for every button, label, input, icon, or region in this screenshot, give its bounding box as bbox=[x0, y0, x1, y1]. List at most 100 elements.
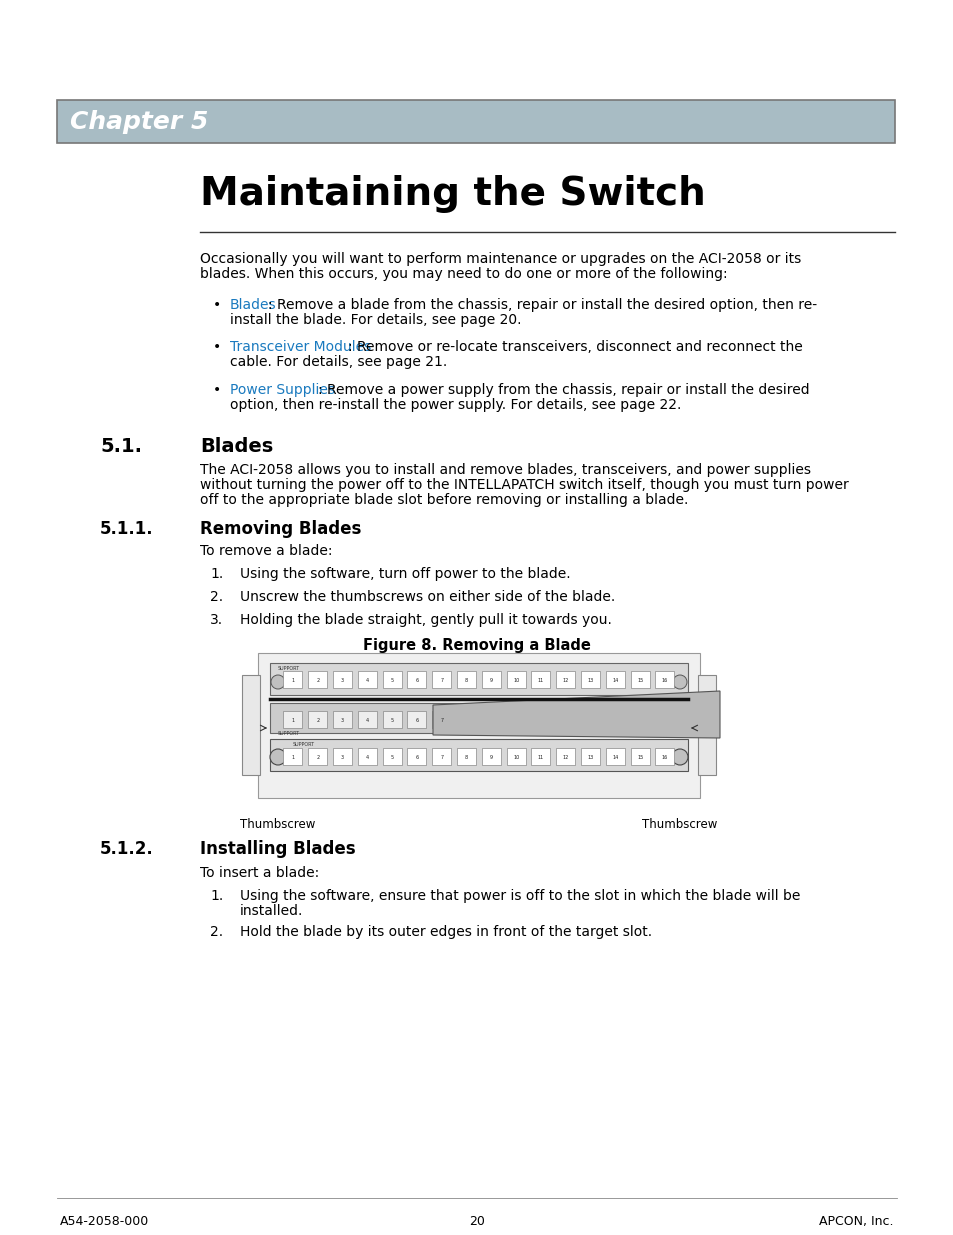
Text: To insert a blade:: To insert a blade: bbox=[200, 866, 319, 881]
Text: 3: 3 bbox=[340, 718, 344, 722]
Text: 15: 15 bbox=[637, 678, 642, 683]
Bar bbox=[456, 748, 476, 764]
Circle shape bbox=[671, 748, 687, 764]
Text: 14: 14 bbox=[612, 678, 618, 683]
Text: : Remove or re-locate transceivers, disconnect and reconnect the: : Remove or re-locate transceivers, disc… bbox=[348, 340, 801, 354]
Text: install the blade. For details, see page 20.: install the blade. For details, see page… bbox=[230, 312, 521, 327]
Bar bbox=[333, 711, 352, 727]
Bar bbox=[432, 748, 451, 764]
Text: •: • bbox=[213, 383, 221, 396]
Text: Maintaining the Switch: Maintaining the Switch bbox=[200, 175, 705, 212]
Text: 20: 20 bbox=[469, 1215, 484, 1228]
Text: Using the software, turn off power to the blade.: Using the software, turn off power to th… bbox=[240, 567, 570, 580]
Bar bbox=[407, 711, 426, 727]
Bar bbox=[270, 663, 687, 695]
Text: •: • bbox=[213, 340, 221, 354]
Bar bbox=[580, 748, 599, 764]
Text: Transceiver Modules: Transceiver Modules bbox=[230, 340, 371, 354]
Text: •: • bbox=[213, 298, 221, 312]
Bar bbox=[382, 748, 401, 764]
Text: 5.1.: 5.1. bbox=[100, 437, 142, 456]
Text: Unscrew the thumbscrews on either side of the blade.: Unscrew the thumbscrews on either side o… bbox=[240, 590, 615, 604]
Text: Chapter 5: Chapter 5 bbox=[70, 110, 208, 133]
Bar bbox=[407, 671, 426, 688]
Bar bbox=[57, 100, 894, 143]
Bar bbox=[270, 739, 687, 771]
Text: 4: 4 bbox=[365, 678, 369, 683]
Text: 1.: 1. bbox=[210, 567, 223, 580]
Circle shape bbox=[672, 676, 686, 689]
Text: 9: 9 bbox=[490, 678, 493, 683]
Bar bbox=[506, 748, 525, 764]
Text: 7: 7 bbox=[439, 678, 443, 683]
Bar bbox=[481, 748, 500, 764]
Bar bbox=[580, 671, 599, 688]
Text: Power Supplies: Power Supplies bbox=[230, 383, 335, 396]
Bar bbox=[257, 653, 700, 798]
Bar bbox=[283, 671, 302, 688]
Bar bbox=[357, 711, 376, 727]
Text: 11: 11 bbox=[537, 678, 543, 683]
Text: Thumbscrew: Thumbscrew bbox=[641, 818, 717, 831]
Bar bbox=[556, 748, 575, 764]
Text: SUPPORT: SUPPORT bbox=[277, 666, 300, 671]
Bar bbox=[283, 748, 302, 764]
Text: 1.: 1. bbox=[210, 889, 223, 903]
Text: 2.: 2. bbox=[210, 925, 223, 939]
Bar bbox=[333, 748, 352, 764]
Text: 3: 3 bbox=[340, 678, 344, 683]
Text: 13: 13 bbox=[587, 678, 593, 683]
Bar bbox=[357, 748, 376, 764]
Circle shape bbox=[271, 676, 285, 689]
Bar bbox=[432, 711, 451, 727]
Text: 8: 8 bbox=[464, 755, 468, 760]
Text: 16: 16 bbox=[661, 755, 667, 760]
Text: 2: 2 bbox=[315, 678, 319, 683]
Text: cable. For details, see page 21.: cable. For details, see page 21. bbox=[230, 354, 447, 369]
Text: 3.: 3. bbox=[210, 613, 223, 627]
Bar bbox=[605, 671, 624, 688]
Bar bbox=[382, 671, 401, 688]
Text: 6: 6 bbox=[415, 718, 418, 722]
Bar bbox=[432, 671, 451, 688]
Bar bbox=[698, 676, 716, 776]
Text: 5: 5 bbox=[390, 755, 394, 760]
Bar bbox=[655, 748, 674, 764]
Text: off to the appropriate blade slot before removing or installing a blade.: off to the appropriate blade slot before… bbox=[200, 493, 688, 508]
Bar bbox=[242, 676, 260, 776]
Text: 3: 3 bbox=[340, 755, 344, 760]
Bar bbox=[308, 748, 327, 764]
Bar bbox=[308, 711, 327, 727]
Text: 7: 7 bbox=[439, 755, 443, 760]
Bar bbox=[283, 711, 302, 727]
Text: option, then re-install the power supply. For details, see page 22.: option, then re-install the power supply… bbox=[230, 398, 680, 412]
Text: 12: 12 bbox=[562, 755, 568, 760]
Text: 4: 4 bbox=[365, 718, 369, 722]
Text: Blades: Blades bbox=[200, 437, 273, 456]
Text: without turning the power off to the INTELLAPATCH switch itself, though you must: without turning the power off to the INT… bbox=[200, 478, 848, 492]
Text: : Remove a power supply from the chassis, repair or install the desired: : Remove a power supply from the chassis… bbox=[317, 383, 809, 396]
Text: Thumbscrew: Thumbscrew bbox=[240, 818, 315, 831]
Bar bbox=[605, 748, 624, 764]
Text: Holding the blade straight, gently pull it towards you.: Holding the blade straight, gently pull … bbox=[240, 613, 611, 627]
Bar bbox=[333, 671, 352, 688]
Text: 12: 12 bbox=[562, 678, 568, 683]
Bar bbox=[407, 748, 426, 764]
Text: : Remove a blade from the chassis, repair or install the desired option, then re: : Remove a blade from the chassis, repai… bbox=[268, 298, 817, 312]
Bar bbox=[481, 671, 500, 688]
Text: 8: 8 bbox=[464, 678, 468, 683]
Text: SUPPORT: SUPPORT bbox=[277, 731, 300, 736]
Text: 7: 7 bbox=[439, 718, 443, 722]
Text: Hold the blade by its outer edges in front of the target slot.: Hold the blade by its outer edges in fro… bbox=[240, 925, 652, 939]
Text: 1: 1 bbox=[291, 755, 294, 760]
Bar bbox=[308, 671, 327, 688]
Text: Occasionally you will want to perform maintenance or upgrades on the ACI-2058 or: Occasionally you will want to perform ma… bbox=[200, 252, 801, 266]
Text: 2.: 2. bbox=[210, 590, 223, 604]
Text: A54-2058-000: A54-2058-000 bbox=[60, 1215, 149, 1228]
Text: 2: 2 bbox=[315, 755, 319, 760]
Polygon shape bbox=[433, 692, 720, 739]
Text: To remove a blade:: To remove a blade: bbox=[200, 543, 333, 558]
Bar bbox=[456, 671, 476, 688]
Text: 4: 4 bbox=[365, 755, 369, 760]
Text: 11: 11 bbox=[537, 755, 543, 760]
